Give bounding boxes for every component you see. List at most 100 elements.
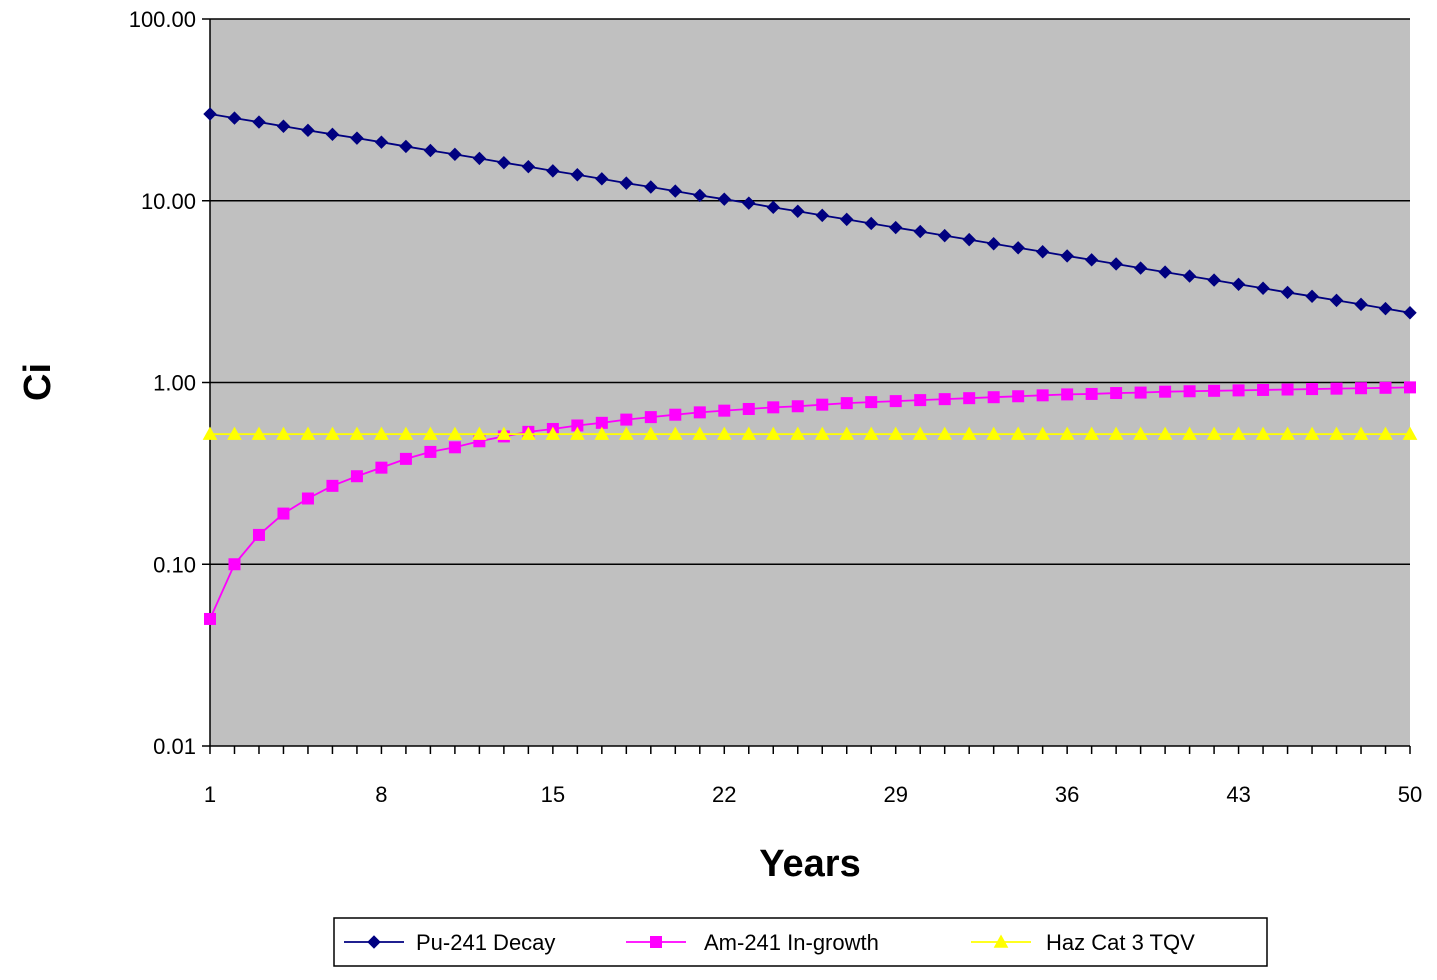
legend-marker (993, 934, 1009, 948)
legend-label: Am-241 In-growth (704, 930, 879, 955)
series-point (962, 232, 976, 247)
series-point (1353, 426, 1369, 440)
series-point (521, 426, 536, 440)
x-tick-label: 36 (1055, 782, 1079, 807)
series-point (1378, 301, 1393, 316)
series-point (863, 426, 879, 440)
series-point (816, 398, 829, 411)
series-point (1012, 390, 1025, 403)
series-point (913, 224, 927, 239)
series-point (300, 426, 316, 440)
series-point (203, 107, 217, 121)
legend-box (333, 917, 1268, 967)
series-point (423, 426, 438, 440)
y-tick-label: 10.00 (141, 189, 196, 214)
series-point (1231, 426, 1246, 440)
series-point (1355, 382, 1368, 395)
y-tick-label: 0.01 (153, 734, 196, 759)
series-point (374, 426, 389, 440)
series-point (814, 426, 830, 440)
series-point (912, 426, 928, 440)
series-point (889, 220, 903, 235)
series-point (742, 196, 756, 210)
series-point (251, 426, 267, 440)
series-point (228, 558, 241, 571)
series-point (1329, 293, 1344, 308)
series-point (1011, 241, 1025, 255)
series-point (595, 172, 609, 186)
series-point (276, 119, 291, 133)
y-tick-labels: 0.01 0.10 1.00 10.00 100.00 (129, 7, 196, 759)
series-point (644, 180, 658, 194)
series-point (840, 397, 853, 410)
series-point (1404, 381, 1416, 394)
series-point (277, 507, 290, 520)
x-tick-label: 15 (541, 782, 565, 807)
series-point (667, 426, 683, 440)
series-point (987, 391, 1000, 404)
series-point (204, 612, 216, 625)
series-point (301, 123, 315, 138)
series-point (350, 470, 363, 483)
series-point (447, 426, 463, 440)
series-point (398, 426, 414, 440)
series-point (1085, 387, 1098, 400)
series-point (839, 426, 855, 440)
series-point (718, 404, 731, 417)
series-point (1232, 384, 1245, 397)
series-point (692, 426, 708, 440)
series-point (1305, 289, 1319, 304)
legend: Pu-241 Decay Am-241 In-growth Haz Cat 3 TQ… (333, 917, 1268, 967)
series-point (619, 176, 634, 190)
series-point (1306, 383, 1319, 396)
legend-marker (367, 935, 381, 949)
series-point (1183, 385, 1196, 398)
series-point (1134, 386, 1147, 399)
series-point (301, 492, 314, 505)
y-tick-label: 0.10 (153, 552, 196, 577)
x-tick-labels: 1 8 15 22 29 36 43 50 (204, 782, 1422, 807)
legend-entry: Haz Cat 3 TQV (971, 930, 1195, 955)
series-point (644, 411, 657, 424)
y-tick-label: 100.00 (129, 7, 196, 32)
series-point (252, 528, 265, 541)
series-point (986, 237, 1001, 251)
series-point (1159, 385, 1172, 398)
series-point (569, 426, 585, 440)
series-point (1378, 426, 1393, 440)
series-point (594, 426, 610, 440)
series-point (349, 426, 365, 440)
series-point (1330, 382, 1343, 395)
series-point (1182, 269, 1197, 283)
series-point (693, 406, 706, 419)
series-point (399, 452, 412, 465)
series-point (618, 426, 634, 440)
x-tick-label: 29 (883, 782, 907, 807)
series-point (227, 426, 242, 440)
series-point (1035, 426, 1051, 440)
series-point (888, 426, 904, 440)
y-tick-label: 1.00 (153, 371, 196, 396)
series-1 (204, 381, 1416, 625)
series-point (374, 135, 389, 149)
series-point (742, 402, 755, 415)
series-point (668, 184, 683, 198)
series-point (570, 168, 585, 182)
series-point (865, 396, 878, 409)
x-axis-title: Years (759, 843, 860, 885)
series-point (424, 445, 437, 458)
series-point (765, 426, 781, 440)
series-point (448, 441, 461, 454)
series-point (1182, 426, 1197, 440)
series-point (1403, 306, 1417, 320)
x-tick-label: 8 (375, 782, 387, 807)
series-point (350, 131, 364, 145)
legend-entry: Am-241 In-growth (626, 930, 879, 955)
legend-marker (650, 936, 662, 948)
series-point (1329, 426, 1344, 440)
series-group (202, 107, 1418, 625)
series-2 (202, 426, 1418, 440)
series-point (815, 208, 829, 223)
